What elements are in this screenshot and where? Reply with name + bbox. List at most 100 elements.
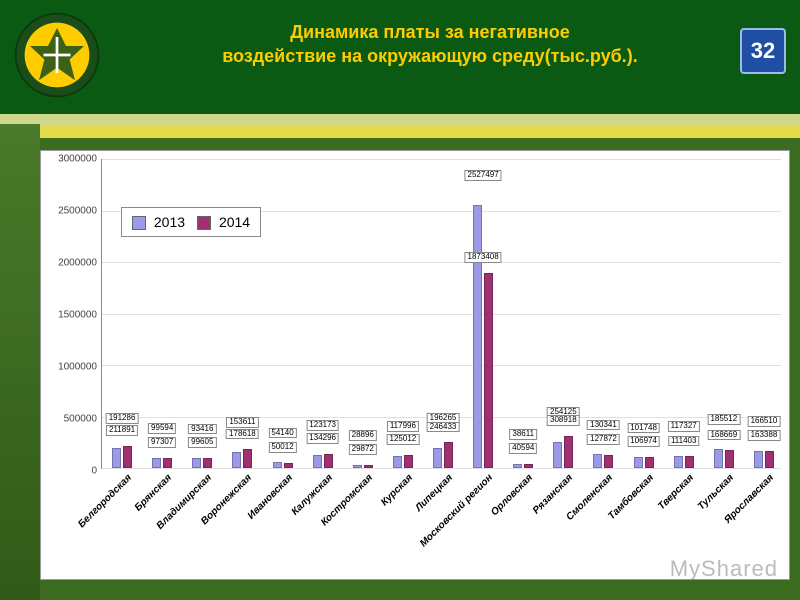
data-label: 117996	[387, 421, 419, 432]
legend-label-2014: 2014	[219, 214, 250, 230]
data-label: 127872	[587, 434, 620, 445]
data-label: 153611	[226, 417, 258, 428]
bar	[123, 446, 132, 468]
page-title: Динамика платы за негативное воздействие…	[120, 20, 740, 69]
bar	[364, 465, 373, 468]
bar	[112, 448, 121, 468]
bar	[473, 205, 482, 468]
bar-group	[463, 205, 503, 468]
bar	[393, 456, 402, 468]
bar	[232, 452, 241, 468]
data-label: 101748	[627, 423, 660, 434]
title-line-2: воздействие на окружающую среду(тыс.руб.…	[120, 44, 740, 68]
data-label: 211891	[106, 425, 138, 436]
bar-group	[423, 442, 463, 468]
data-label: 50012	[268, 442, 296, 453]
bar	[203, 458, 212, 468]
data-label: 130341	[587, 420, 620, 431]
page-number: 32	[751, 38, 775, 64]
data-label: 246433	[427, 422, 460, 433]
x-label: Орловская	[485, 468, 535, 518]
bar	[444, 442, 453, 468]
ytick: 0	[91, 466, 97, 477]
bar	[645, 457, 654, 468]
y-axis: 0500000100000015000002000000250000030000…	[41, 151, 101, 469]
bar-group	[142, 458, 182, 468]
data-label: 54140	[268, 428, 296, 439]
slide: Динамика платы за негативное воздействие…	[0, 0, 800, 600]
bar	[433, 448, 442, 468]
data-label: 168669	[707, 430, 740, 441]
data-label: 97307	[148, 437, 176, 448]
legend-swatch-2013	[132, 216, 146, 230]
bar	[243, 449, 252, 468]
bar	[553, 442, 562, 468]
bar	[634, 457, 643, 468]
data-label: 38611	[509, 429, 537, 440]
bar-group	[303, 454, 343, 468]
data-label: 178618	[226, 429, 259, 440]
header: Динамика платы за негативное воздействие…	[0, 0, 800, 112]
data-label: 106974	[627, 436, 660, 447]
ytick: 2500000	[58, 206, 97, 217]
watermark: MyShared	[670, 556, 778, 582]
bar-group	[543, 436, 583, 468]
data-label: 40594	[509, 443, 537, 454]
bar	[404, 455, 413, 468]
data-label: 29872	[349, 444, 377, 455]
bar	[313, 455, 322, 468]
chart-container: 0500000100000015000002000000250000030000…	[40, 150, 790, 580]
bar	[192, 458, 201, 468]
data-label: 125012	[387, 434, 420, 445]
legend-swatch-2014	[197, 216, 211, 230]
bar	[564, 436, 573, 468]
bar	[674, 456, 683, 468]
left-foliage-strip	[0, 124, 40, 600]
bar-group	[182, 458, 222, 468]
legend-item-2013: 2013	[132, 214, 185, 230]
bar-group	[624, 457, 664, 468]
bar	[725, 450, 734, 468]
data-label: 308918	[547, 415, 580, 426]
data-label: 117327	[668, 421, 700, 432]
ytick: 3000000	[58, 154, 97, 165]
data-label: 1873408	[465, 252, 502, 263]
ytick: 500000	[64, 414, 97, 425]
bar	[163, 458, 172, 468]
data-label: 99605	[188, 437, 216, 448]
bar-group	[222, 449, 262, 468]
emblem-logo	[12, 10, 102, 100]
bar	[765, 451, 774, 468]
data-label: 163388	[748, 430, 781, 441]
data-label: 191286	[106, 413, 139, 424]
page-number-badge: 32	[740, 28, 786, 74]
bar	[754, 451, 763, 468]
legend: 2013 2014	[121, 207, 261, 237]
data-label: 123173	[306, 420, 339, 431]
bar-group	[664, 456, 704, 468]
ytick: 2000000	[58, 258, 97, 269]
bar	[513, 464, 522, 468]
ytick: 1500000	[58, 310, 97, 321]
bar	[284, 463, 293, 468]
bar	[273, 462, 282, 468]
bar	[324, 454, 333, 468]
data-label: 2527497	[465, 170, 502, 181]
bar	[353, 465, 362, 468]
data-label: 111403	[668, 436, 700, 447]
bar-group	[744, 451, 784, 468]
bar	[714, 449, 723, 468]
bar	[593, 454, 602, 468]
legend-label-2013: 2013	[154, 214, 185, 230]
bar	[152, 458, 161, 468]
data-label: 93416	[188, 424, 216, 435]
bar-group	[383, 455, 423, 468]
bar	[484, 273, 493, 468]
data-label: 28896	[349, 430, 377, 441]
x-label: Белгородская	[72, 468, 134, 530]
legend-item-2014: 2014	[197, 214, 250, 230]
x-label: Тверская	[652, 468, 696, 512]
data-label: 134296	[306, 433, 339, 444]
bar-group	[704, 449, 744, 468]
data-label: 166510	[748, 416, 781, 427]
